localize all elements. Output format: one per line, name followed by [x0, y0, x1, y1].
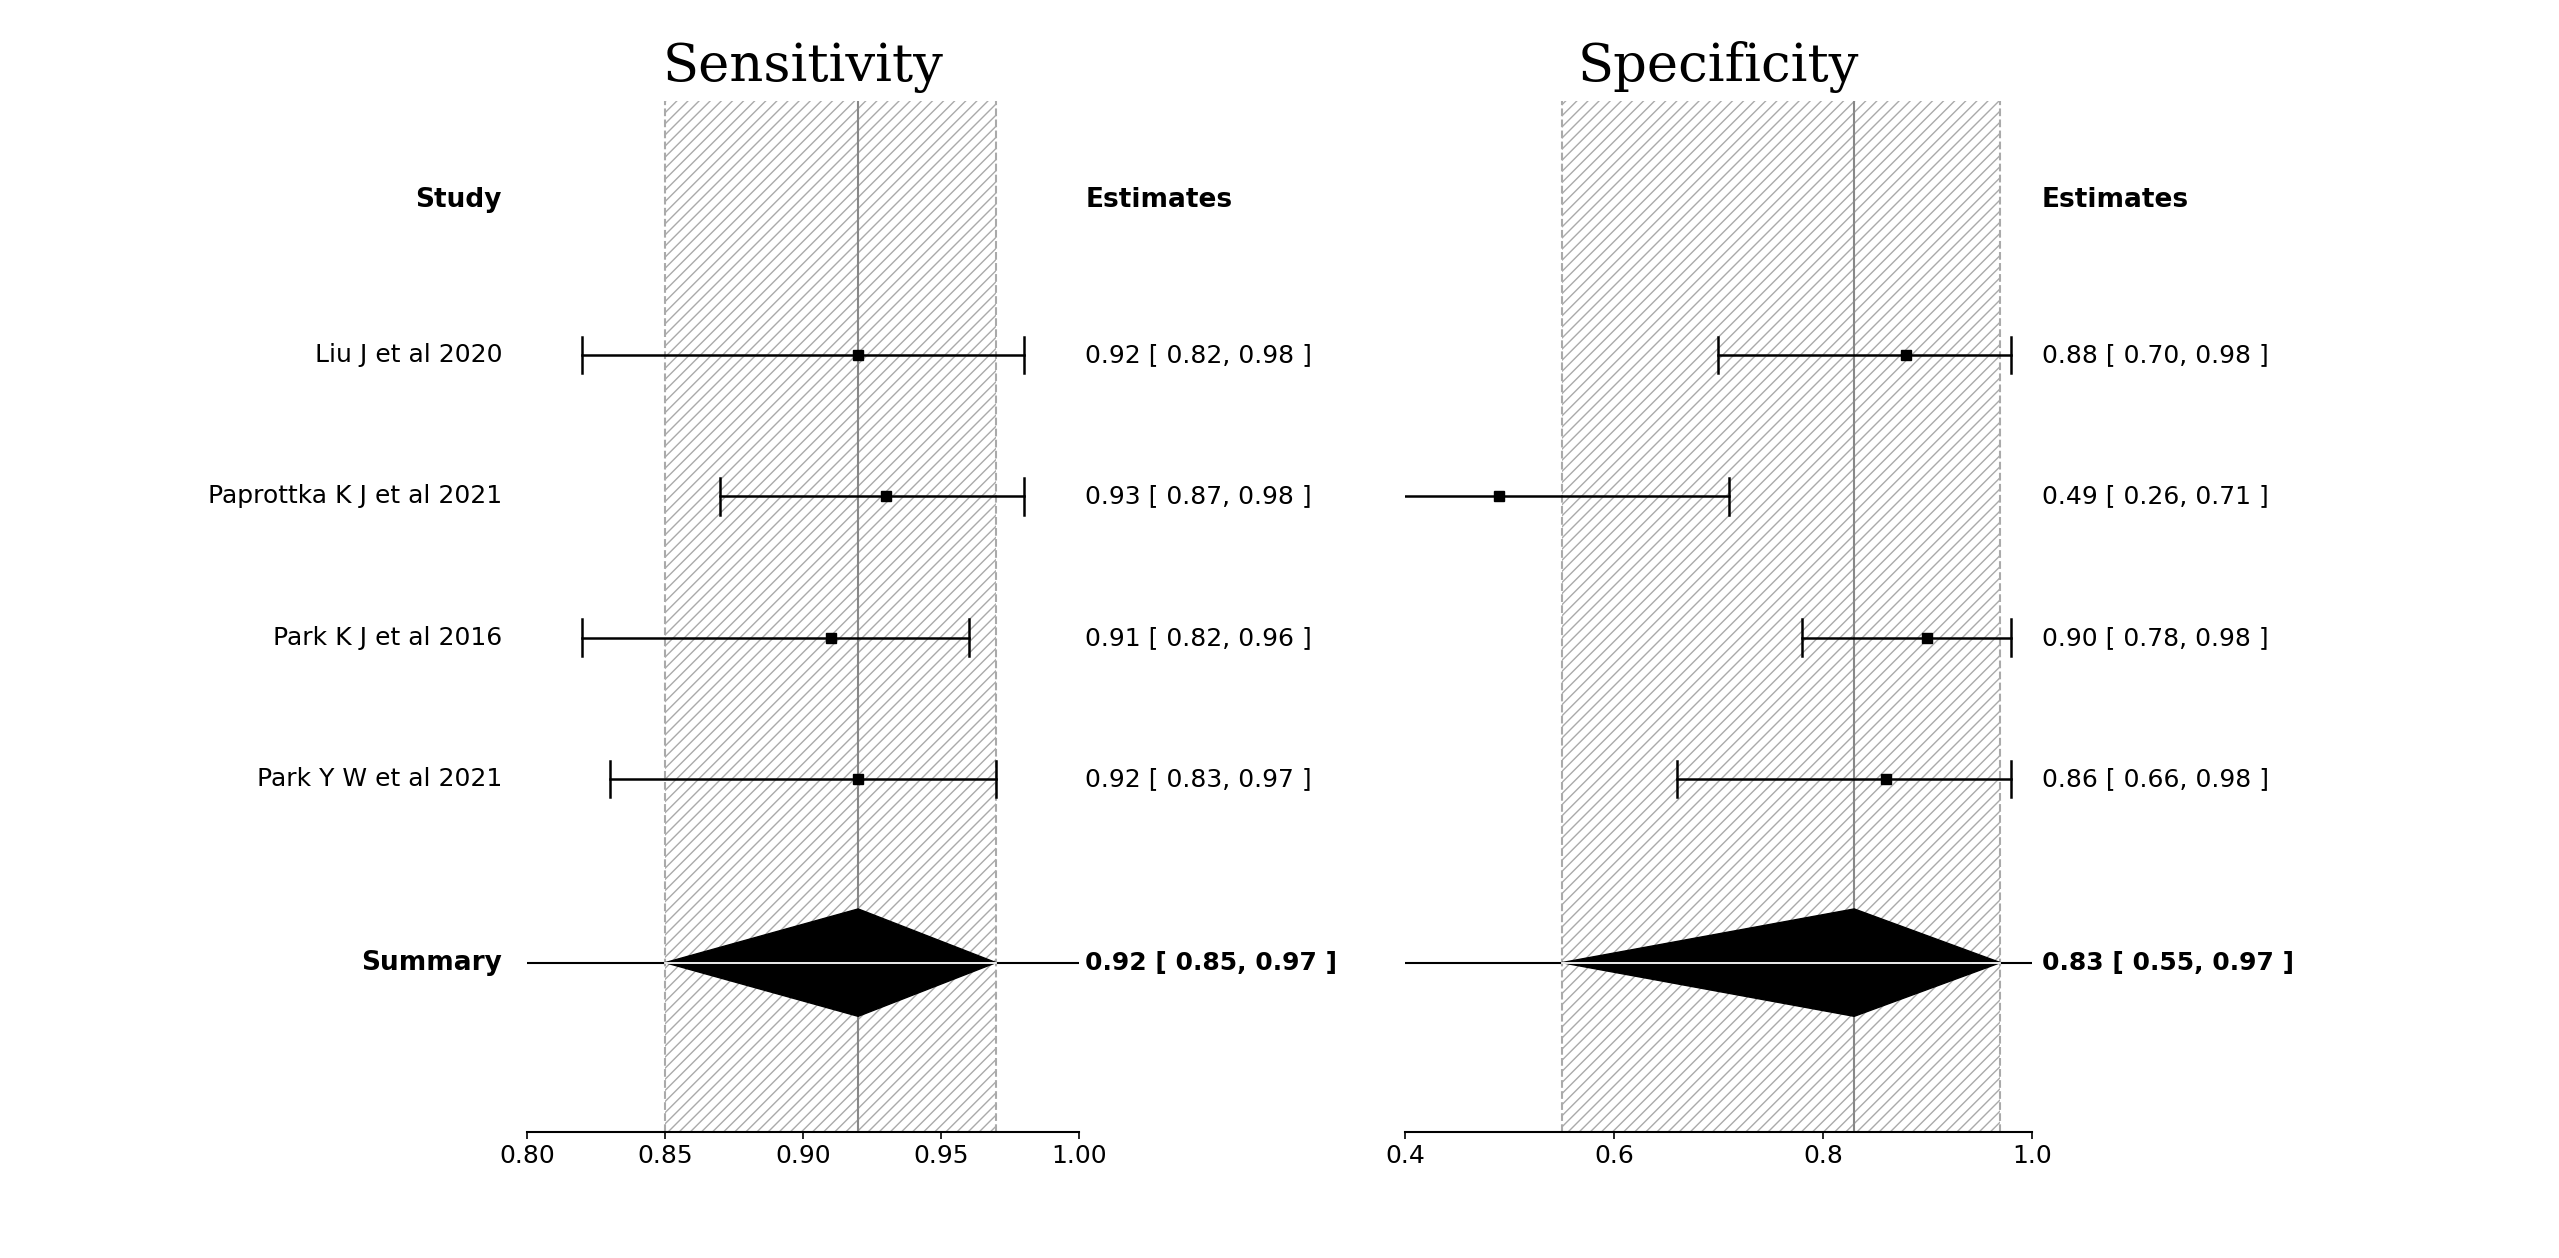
Title: Specificity: Specificity [1579, 42, 1858, 93]
Text: 0.92 [ 0.82, 0.98 ]: 0.92 [ 0.82, 0.98 ] [1085, 343, 1313, 367]
Text: 0.83 [ 0.55, 0.97 ]: 0.83 [ 0.55, 0.97 ] [2042, 951, 2293, 975]
Text: 0.92 [ 0.85, 0.97 ]: 0.92 [ 0.85, 0.97 ] [1085, 951, 1338, 975]
Text: Park K J et al 2016: Park K J et al 2016 [274, 625, 502, 649]
Bar [665, 101, 995, 1132]
Text: 0.90 [ 0.78, 0.98 ]: 0.90 [ 0.78, 0.98 ] [2042, 625, 2267, 649]
Text: 0.49 [ 0.26, 0.71 ]: 0.49 [ 0.26, 0.71 ] [2042, 484, 2270, 508]
Polygon shape [1561, 910, 2001, 1016]
Text: 0.88 [ 0.70, 0.98 ]: 0.88 [ 0.70, 0.98 ] [2042, 343, 2270, 367]
Text: Study: Study [415, 186, 502, 213]
Bar [1561, 101, 2001, 1132]
Text: Summary: Summary [361, 950, 502, 976]
Text: 0.86 [ 0.66, 0.98 ]: 0.86 [ 0.66, 0.98 ] [2042, 767, 2270, 791]
Polygon shape [665, 910, 995, 1016]
Text: Park Y W et al 2021: Park Y W et al 2021 [256, 767, 502, 791]
Text: Liu J et al 2020: Liu J et al 2020 [315, 343, 502, 367]
Text: Estimates: Estimates [1085, 186, 1233, 213]
Text: Paprottka K J et al 2021: Paprottka K J et al 2021 [207, 484, 502, 508]
Text: 0.91 [ 0.82, 0.96 ]: 0.91 [ 0.82, 0.96 ] [1085, 625, 1313, 649]
Text: 0.93 [ 0.87, 0.98 ]: 0.93 [ 0.87, 0.98 ] [1085, 484, 1313, 508]
Text: 0.92 [ 0.83, 0.97 ]: 0.92 [ 0.83, 0.97 ] [1085, 767, 1313, 791]
Text: Estimates: Estimates [2042, 186, 2188, 213]
Title: Sensitivity: Sensitivity [663, 43, 944, 93]
